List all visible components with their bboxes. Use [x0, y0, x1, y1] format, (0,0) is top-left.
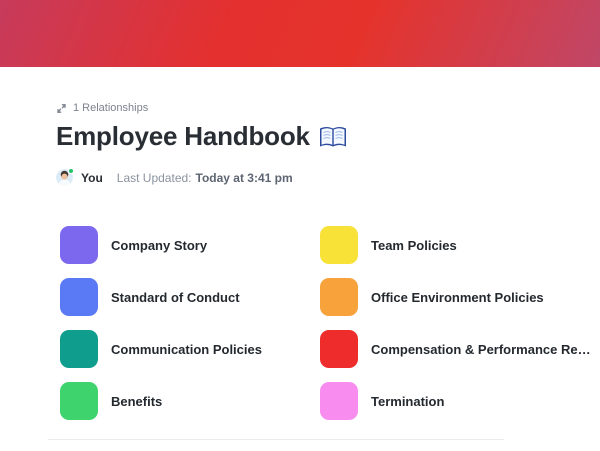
card-communication-policies[interactable]: Communication Policies — [60, 330, 320, 368]
relationships-label: 1 Relationships — [73, 102, 149, 114]
last-updated-value[interactable]: Today at 3:41 pm — [195, 170, 293, 185]
page-title-text: Employee Handbook — [56, 121, 310, 151]
meta-row: You Last Updated: Today at 3:41 pm — [56, 168, 293, 186]
card-color-swatch[interactable] — [60, 278, 98, 316]
author-name[interactable]: You — [81, 170, 103, 185]
open-book-emoji — [319, 126, 346, 146]
card-label: Company Story — [111, 237, 208, 253]
card-team-policies[interactable]: Team Policies — [320, 226, 580, 264]
card-company-story[interactable]: Company Story — [60, 226, 320, 264]
card-color-swatch[interactable] — [320, 382, 358, 420]
card-label: Termination — [371, 393, 445, 409]
card-color-swatch[interactable] — [320, 278, 358, 316]
card-label: Office Environment Policies — [371, 289, 544, 305]
card-office-environment-policies[interactable]: Office Environment Policies — [320, 278, 580, 316]
cards-grid: Company Story Team Policies Standard of … — [60, 226, 591, 420]
card-color-swatch[interactable] — [60, 382, 98, 420]
card-termination[interactable]: Termination — [320, 382, 580, 420]
relationships-icon — [57, 103, 66, 113]
card-benefits[interactable]: Benefits — [60, 382, 320, 420]
card-label: Standard of Conduct — [111, 289, 240, 305]
page-title[interactable]: Employee Handbook — [56, 121, 347, 152]
bottom-divider — [48, 439, 504, 440]
card-label: Communication Policies — [111, 341, 262, 357]
online-status-dot — [68, 168, 74, 174]
last-updated-label: Last Updated: — [116, 170, 192, 185]
card-color-swatch[interactable] — [320, 330, 358, 368]
relationships-button[interactable]: 1 Relationships — [56, 102, 148, 114]
avatar[interactable] — [56, 168, 74, 186]
card-color-swatch[interactable] — [60, 226, 98, 264]
card-standard-of-conduct[interactable]: Standard of Conduct — [60, 278, 320, 316]
card-color-swatch[interactable] — [320, 226, 358, 264]
card-label: Team Policies — [371, 237, 457, 253]
card-compensation-performance[interactable]: Compensation & Performance Re… — [320, 330, 591, 368]
card-color-swatch[interactable] — [60, 330, 98, 368]
card-label: Benefits — [111, 393, 163, 409]
card-label: Compensation & Performance Re… — [371, 341, 591, 357]
cover-banner[interactable] — [0, 0, 600, 67]
